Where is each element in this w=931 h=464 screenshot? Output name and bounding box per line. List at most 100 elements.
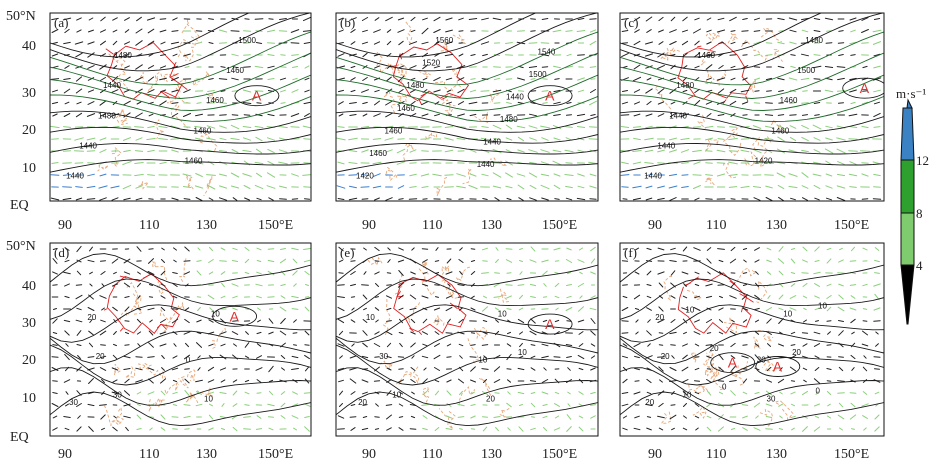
wind-vector [590,367,596,371]
wind-vector [590,391,596,395]
wind-vector [729,100,737,106]
wind-vector [801,136,809,142]
wind-vector [256,247,262,251]
wind-vector [576,197,586,201]
terrain-line [126,281,142,304]
wind-vector [779,391,783,395]
wind-vector [765,390,773,396]
wind-vector [338,42,344,44]
wind-vector [87,41,95,45]
wind-vector [554,198,560,200]
wind-vector [590,258,596,264]
wind-vector [717,284,725,286]
wind-vector [459,390,463,396]
wind-vector [220,295,226,299]
wind-vector [64,353,70,361]
contour-label: 1480 [500,115,518,124]
wind-vector [338,29,344,33]
terrain-line [729,361,749,378]
lon-tick-150: 150°E [542,447,577,462]
wind-vector [62,197,72,201]
wind-vector [386,414,392,420]
wind-vector [566,295,572,299]
contour-label: 10 [211,309,220,318]
wind-vector [194,161,204,165]
wind-vector [753,402,761,408]
wind-vector [729,295,737,299]
wind-vector [207,366,215,372]
wind-vector [567,391,571,395]
wind-vector [766,90,772,92]
terrain-line [147,71,160,92]
lon-tick-130: 130 [196,447,217,462]
wind-vector [849,77,857,81]
wind-vector [384,137,394,141]
wind-vector [767,343,771,347]
wind-vector [374,197,380,201]
wind-vector [291,54,299,56]
wind-vector [529,184,537,190]
terrain-line [138,362,149,371]
wind-vector [124,378,130,384]
wind-vector [554,282,560,288]
wind-vector [208,271,214,275]
wind-vector [634,271,640,275]
high-contour [527,313,573,335]
wind-vector [362,77,368,81]
contour-label: 0 [722,383,727,392]
panel-background [620,13,884,201]
wind-vector [243,428,251,430]
contour-label: 10 [366,313,375,322]
wind-vector [481,126,489,128]
wind-vector [753,30,761,32]
wind-vector [506,272,512,274]
wind-vector [495,247,499,251]
wind-vector [410,379,416,383]
wind-vector [87,89,95,93]
wind-vector [790,415,796,419]
wind-vector [386,355,392,359]
wind-vector [445,17,453,21]
wind-vector [730,41,736,45]
wind-vector [529,283,537,287]
wind-vector [622,427,628,431]
wind-vector [336,185,346,189]
wind-vector [682,52,688,58]
colorbar-tick-8: 8 [916,206,923,221]
terrain-line [175,78,187,93]
wind-vector [836,185,846,189]
wind-vector [765,416,773,418]
wind-vector [244,197,250,201]
wind-vector [814,367,820,371]
wind-vector [135,64,143,70]
contour-line [50,159,311,173]
plateau-outline [105,42,188,100]
wind-vector [836,148,846,154]
wind-vector [147,149,155,153]
wind-vector [196,319,202,323]
wind-vector [242,173,252,177]
wind-vector [803,319,807,323]
wind-vector [519,248,523,250]
terrain-line [397,94,408,107]
wind-vector [63,271,71,275]
wind-vector [292,391,298,395]
contour-label: 20 [710,344,719,353]
wind-vector [657,185,665,189]
wind-vector [113,415,117,419]
wind-vector [398,89,404,93]
lat-axis-bottom: 50°N 40 30 20 10 EQ [6,239,36,445]
wind-vector [257,307,261,311]
wind-vector [814,260,820,262]
contour-line [336,13,598,72]
wind-vector [790,331,796,335]
contour-labels: 1420144014601440146014801460144014801500… [356,36,556,180]
terrain-line [436,176,448,197]
terrain-line [705,176,716,186]
lon-tick-130: 130 [766,218,787,233]
wind-vector [518,426,524,432]
wind-vector [632,76,642,82]
wind-vector [681,379,689,383]
wind-vector [372,138,382,140]
wind-vector [111,258,119,264]
